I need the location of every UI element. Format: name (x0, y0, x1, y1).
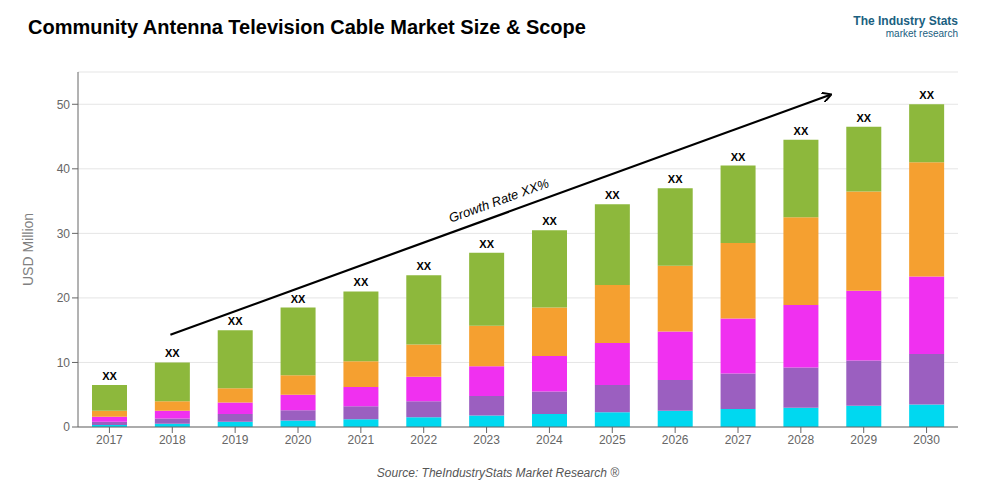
svg-text:2019: 2019 (222, 433, 249, 447)
svg-text:XX: XX (794, 125, 809, 137)
svg-text:USD Million: USD Million (20, 213, 36, 286)
svg-text:XX: XX (416, 260, 431, 272)
svg-text:2021: 2021 (348, 433, 375, 447)
svg-text:40: 40 (57, 162, 71, 176)
svg-text:XX: XX (102, 370, 117, 382)
svg-text:2020: 2020 (285, 433, 312, 447)
svg-text:2026: 2026 (662, 433, 689, 447)
svg-text:30: 30 (57, 227, 71, 241)
svg-text:2028: 2028 (788, 433, 815, 447)
svg-text:20: 20 (57, 291, 71, 305)
svg-text:2018: 2018 (159, 433, 186, 447)
svg-text:XX: XX (291, 293, 306, 305)
svg-text:2024: 2024 (536, 433, 563, 447)
html-text:Source: TheIndustryStats Marke: Source: TheIndustryStats Market Research… (376, 466, 620, 480)
svg-text:XX: XX (731, 151, 746, 163)
svg-text:XX: XX (479, 238, 494, 250)
svg-text:XX: XX (668, 173, 683, 185)
svg-text:2025: 2025 (599, 433, 626, 447)
svg-text:XX: XX (856, 112, 871, 124)
svg-text:XX: XX (354, 276, 369, 288)
svg-text:XX: XX (228, 315, 243, 327)
svg-text:XX: XX (605, 189, 620, 201)
svg-text:50: 50 (57, 98, 71, 112)
svg-text:2017: 2017 (96, 433, 123, 447)
svg-text:2030: 2030 (913, 433, 940, 447)
svg-text:2027: 2027 (725, 433, 752, 447)
svg-text:0: 0 (63, 420, 70, 434)
html-text:The Industry Stats: The Industry Stats (853, 14, 958, 28)
svg-text:2022: 2022 (410, 433, 437, 447)
svg-text:2029: 2029 (850, 433, 877, 447)
svg-text:XX: XX (165, 347, 180, 359)
svg-text:XX: XX (919, 89, 934, 101)
html-text:market research: market research (885, 28, 958, 39)
svg-text:2023: 2023 (473, 433, 500, 447)
html-text:Community Antenna Television C: Community Antenna Television Cable Marke… (28, 16, 586, 38)
svg-text:XX: XX (542, 215, 557, 227)
svg-text:10: 10 (57, 356, 71, 370)
svg-text:Growth Rate XX%: Growth Rate XX% (447, 175, 551, 225)
